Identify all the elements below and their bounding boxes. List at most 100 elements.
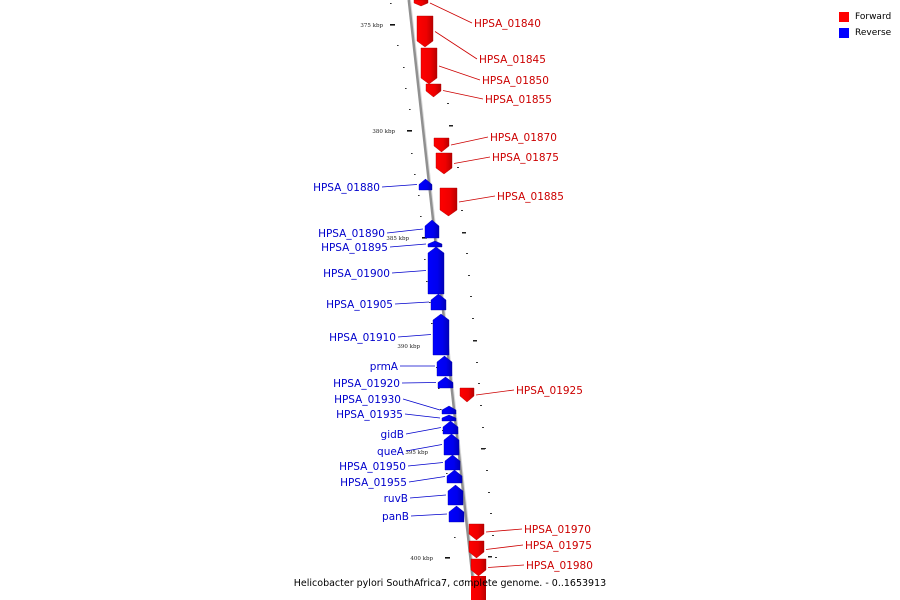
gene-arrow-forward [435,152,453,175]
gene-arrow-reverse [427,246,445,295]
tick-mark [411,153,413,154]
tick-mark [476,362,478,363]
tick-mark [418,195,420,196]
gene-arrow-reverse [446,469,463,484]
gene-arrow-reverse [427,240,443,248]
gene-arrow-reverse [430,293,447,311]
tick-mark [440,409,442,410]
tick-mark [424,259,426,260]
gene-connector [458,195,496,203]
gene-label: HPSA_01930 [334,394,401,406]
gene-connector [408,476,446,483]
tick-mark [482,427,484,428]
gene-arrow-forward [413,0,429,7]
gene-label: HPSA_01895 [321,242,388,254]
tick-mark [420,216,422,217]
gene-label: queA [377,446,405,458]
tick-mark [446,473,448,474]
gene-arrow-reverse [441,405,457,415]
gene-connector [397,334,432,338]
tick-mark [490,513,492,514]
gene-label: HPSA_01855 [485,94,552,106]
gene-arrow-forward [416,15,434,48]
tick-label: 400 kbp [410,556,433,562]
gene-arrow-forward [468,540,485,559]
tick-mark-major [390,24,395,26]
gene-connector [389,243,427,248]
legend: Forward Reverse [839,9,891,41]
genome-caption: Helicobacter pylori SouthAfrica7, comple… [293,578,607,589]
gene-label: HPSA_01880 [313,182,380,194]
gene-label: HPSA_01905 [326,299,393,311]
gene-arrow-reverse [444,454,461,471]
gene-arrow-forward [470,558,487,577]
gene-arrow-reverse [432,313,450,356]
gene-connector [487,564,525,568]
gene-label: HPSA_01875 [492,152,559,164]
legend-item-forward: Forward [839,9,891,25]
gene-arrow-reverse [443,433,460,456]
tick-label: 395 kbp [405,450,428,456]
gene-connector [407,462,444,467]
tick-mark-major [473,340,477,342]
gene-connector [405,444,443,452]
tick-layer: 375 kbp 380 kbp 385 kbp 390 kbp 395 kbp 400 k… [360,3,497,581]
tick-mark [461,210,463,211]
tick-mark [447,103,449,104]
tick-mark [462,580,464,581]
tick-mark [405,88,407,89]
tick-mark [426,281,428,282]
gene-connector [438,65,481,81]
gene-label: HPSA_01925 [516,385,583,397]
gene-label: HPSA_01980 [526,560,593,572]
gene-label: prmA [370,361,399,373]
gene-arrow-reverse [447,484,464,506]
gene-label: HPSA_01935 [336,409,403,421]
tick-mark [390,3,392,4]
tick-mark [438,388,440,389]
gene-label: HPSA_01910 [329,332,396,344]
tick-mark-major [488,556,492,558]
gene-label: ruvB [384,493,408,505]
gene-arrow-forward [420,47,438,85]
gene-connector [450,136,489,146]
legend-label-forward: Forward [855,12,892,22]
gene-label: panB [382,511,409,523]
gene-label: HPSA_01970 [524,524,591,536]
gene-label: HPSA_01845 [479,54,546,66]
tick-mark-major [462,232,466,234]
gene-arrow-reverse [437,376,454,389]
gene-arrow-reverse [418,178,433,191]
gene-label: HPSA_01870 [490,132,557,144]
forward-swatch [839,12,849,22]
gene-arrow-reverse [436,355,453,377]
gene-label: HPSA_01890 [318,228,385,240]
gene-connector [453,156,491,164]
gene-label: HPSA_01840 [474,18,541,30]
tick-mark [495,557,497,558]
gene-connector [429,2,473,24]
label-layer: HPSA_01840 HPSA_01845 HPSA_01850 HPSA_01855… [313,2,593,572]
gene-arrow-reverse [441,414,457,422]
tick-mark [478,383,480,384]
tick-label: 375 kbp [360,23,383,29]
gene-label: HPSA_01950 [339,461,406,473]
tick-mark [397,45,399,46]
gene-label: HPSA_01975 [525,540,592,552]
tick-label: 380 kbp [372,129,395,135]
gene-label: HPSA_01850 [482,75,549,87]
gene-arrow-forward [471,576,486,600]
gene-connector [391,270,427,274]
gene-label: HPSA_01920 [333,378,400,390]
tick-mark-major [449,125,453,127]
gene-arrow-forward [439,187,458,217]
tick-mark [409,109,411,110]
gene-label: HPSA_01900 [323,268,390,280]
gene-label: HPSA_01955 [340,477,407,489]
gene-connector [402,398,441,411]
tick-mark [492,535,494,536]
gene-arrow-reverse [448,505,465,523]
gene-arrow-reverse [424,219,440,239]
gene-connector [410,513,448,517]
